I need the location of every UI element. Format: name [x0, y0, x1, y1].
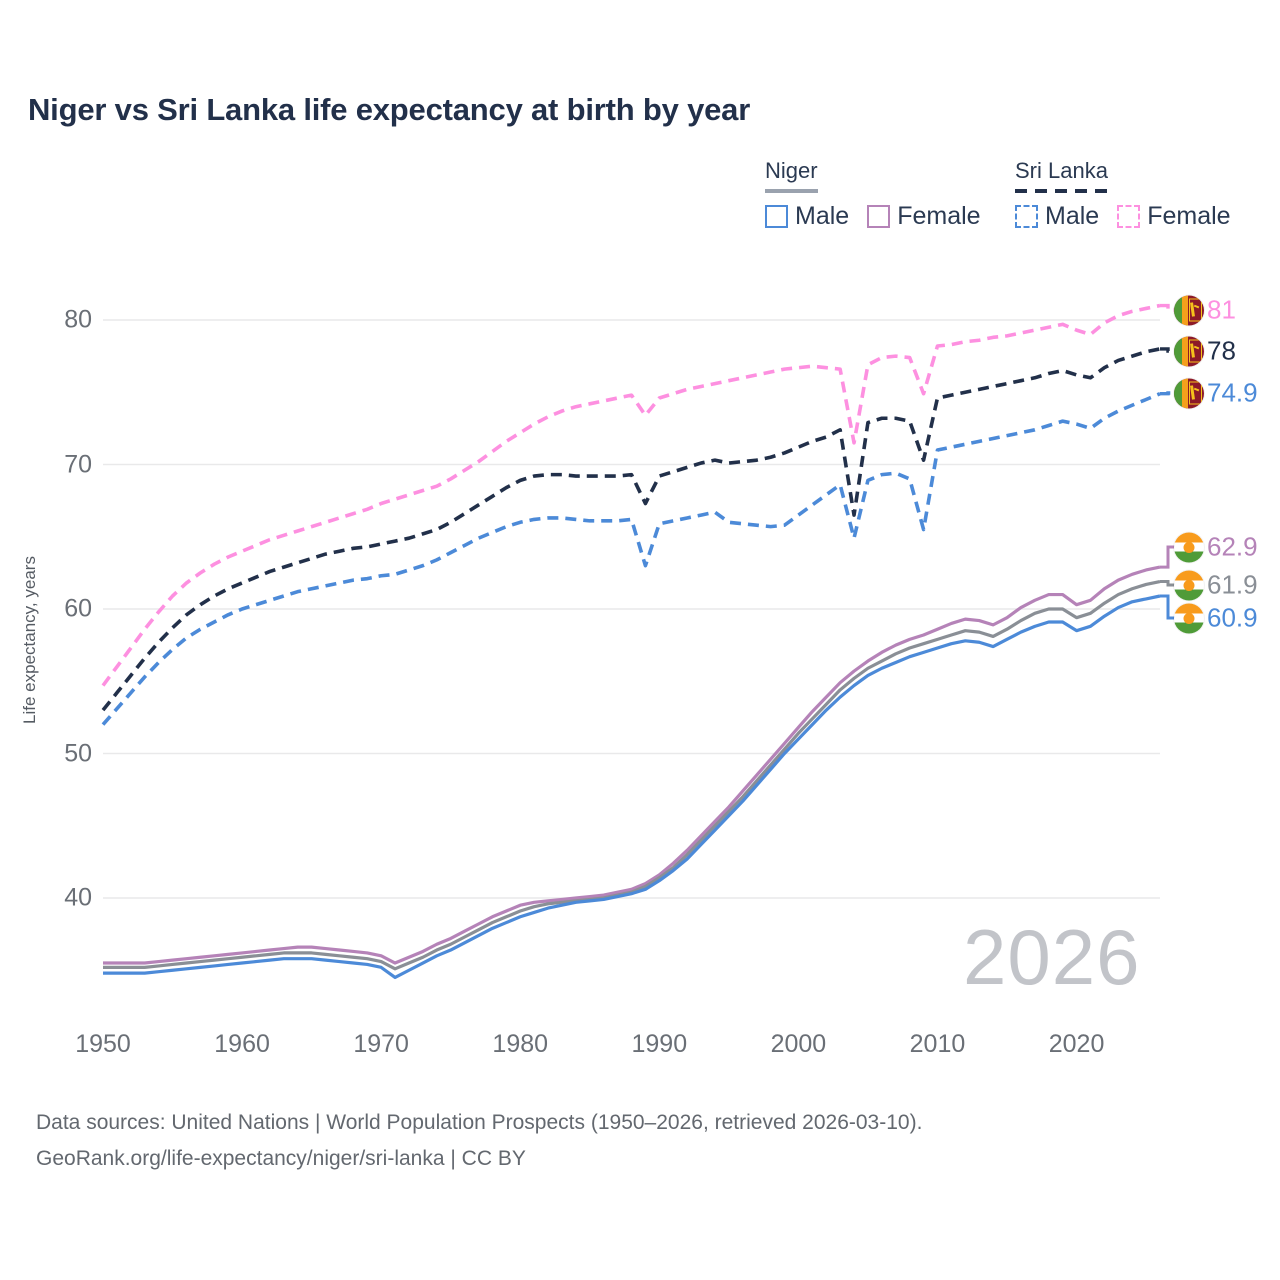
footer-line-2: GeoRank.org/life-expectancy/niger/sri-la…	[36, 1147, 526, 1170]
series-line	[101, 303, 1161, 687]
footer-line-1: Data sources: United Nations | World Pop…	[36, 1111, 923, 1134]
series-end-label: 74.9	[1174, 378, 1258, 409]
y-axis-tick: 40	[64, 883, 92, 912]
year-watermark: 2026	[963, 913, 1141, 1001]
legend-label-sri-lanka-male: Male	[1045, 202, 1100, 230]
legend-swatch-sri-lanka-male	[1015, 205, 1038, 228]
page-title: Niger vs Sri Lanka life expectancy at bi…	[28, 92, 751, 127]
legend-label-niger-male: Male	[795, 202, 850, 230]
x-axis-tick: 2010	[909, 1030, 966, 1058]
legend-item-niger-female[interactable]: Female	[867, 202, 981, 231]
series-end-label: 60.9	[1174, 603, 1258, 634]
y-axis-tick: 50	[64, 739, 92, 767]
end-label-leader	[1160, 391, 1184, 396]
sri-lanka-flag-icon	[1174, 378, 1204, 408]
end-label-value: 62.9	[1207, 531, 1258, 562]
legend-rule-niger	[765, 189, 818, 193]
x-axis-tick: 2000	[770, 1030, 827, 1058]
chart-legend: Niger Male Female Sri Lanka Male	[740, 158, 1260, 242]
x-axis-tick: 1990	[631, 1030, 688, 1058]
chart-gridlines	[103, 319, 1160, 899]
end-label-value: 61.9	[1207, 569, 1258, 600]
legend-group-niger: Niger Male Female	[765, 158, 981, 230]
series-end-label: 81	[1174, 295, 1236, 326]
series-end-label: 78	[1174, 336, 1236, 367]
series-end-label: 61.9	[1174, 570, 1258, 601]
legend-item-sri-lanka-female[interactable]: Female	[1117, 202, 1231, 231]
end-label-value: 74.9	[1207, 377, 1258, 408]
niger-flag-icon	[1174, 603, 1204, 633]
legend-country-sri-lanka: Sri Lanka	[1015, 158, 1108, 183]
series-line	[101, 392, 1161, 726]
series-line	[103, 579, 1161, 971]
y-axis-tick: 80	[64, 305, 92, 334]
sri-lanka-flag-icon	[1174, 295, 1204, 325]
x-axis-tick: 1960	[214, 1030, 270, 1058]
footer-credits: Data sources: United Nations | World Pop…	[36, 1105, 922, 1177]
legend-swatch-niger-female	[867, 205, 891, 228]
series-end-label: 62.9	[1174, 532, 1258, 563]
legend-swatch-sri-lanka-female	[1117, 205, 1141, 228]
end-label-value: 60.9	[1207, 602, 1258, 633]
end-label-value: 81	[1207, 294, 1236, 325]
legend-label-niger-female: Female	[897, 202, 981, 230]
x-axis-tick: 2020	[1048, 1030, 1105, 1058]
x-axis-tick: 1970	[353, 1030, 409, 1058]
chart-series-layer	[101, 303, 1161, 980]
sri-lanka-flag-icon	[1174, 336, 1204, 366]
x-axis-tick: 1950	[75, 1030, 131, 1058]
y-axis-tick: 60	[64, 594, 92, 623]
legend-group-sri-lanka: Sri Lanka Male Female	[1015, 158, 1231, 230]
niger-flag-icon	[1174, 532, 1204, 562]
legend-country-niger: Niger	[765, 158, 818, 183]
x-axis-tick: 1980	[492, 1030, 549, 1058]
legend-rule-sri-lanka	[1015, 189, 1108, 193]
legend-item-sri-lanka-male[interactable]: Male	[1015, 202, 1099, 231]
legend-swatch-niger-male	[765, 205, 788, 228]
y-axis-label: Life expectancy, years	[20, 556, 39, 724]
niger-flag-icon	[1174, 570, 1204, 600]
series-line	[101, 347, 1161, 712]
series-line	[103, 594, 1161, 980]
legend-label-sri-lanka-female: Female	[1147, 202, 1231, 230]
legend-item-niger-male[interactable]: Male	[765, 202, 849, 231]
y-axis-tick: 70	[64, 450, 92, 478]
end-label-value: 78	[1207, 335, 1236, 366]
series-line	[103, 565, 1161, 965]
